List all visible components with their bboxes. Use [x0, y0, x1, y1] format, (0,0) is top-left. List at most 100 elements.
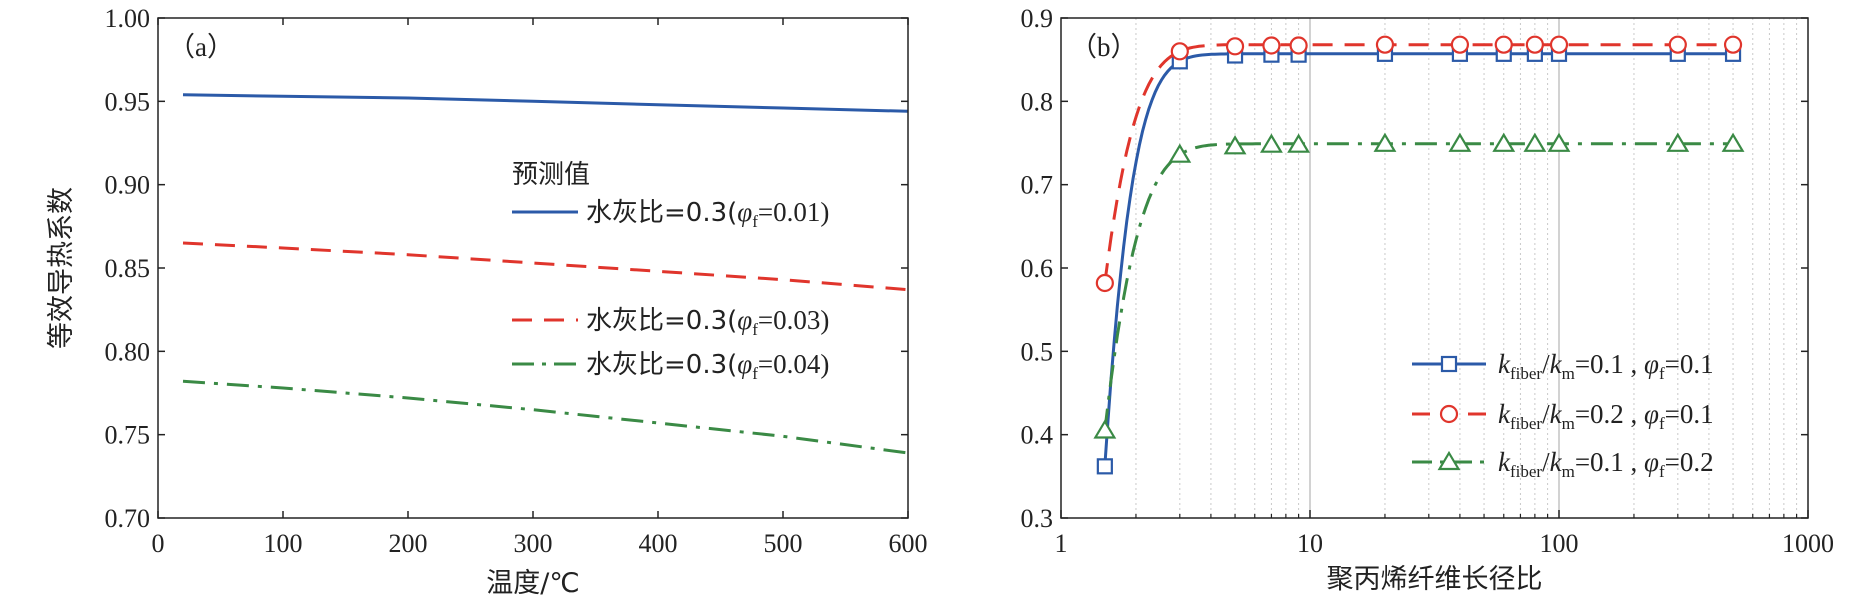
y-tick-label: 0.4: [1021, 421, 1054, 450]
legend-text: /: [1542, 447, 1550, 477]
data-point: [1549, 35, 1569, 54]
x-tick-label: 0: [152, 529, 165, 558]
legend-label-2: 水灰比=0.3(φf=0.03): [586, 305, 829, 339]
legend-marker-1: [1440, 355, 1458, 373]
legend-label-1: 水灰比=0.3(φf=0.01): [586, 197, 829, 231]
legend-phi: φ: [1644, 447, 1659, 477]
x-tick-label: 400: [639, 529, 678, 558]
legend-k: k: [1498, 349, 1511, 379]
legend-label-3: 水灰比=0.3(φf=0.04): [586, 349, 829, 383]
legend-k: k: [1498, 399, 1511, 429]
data-point: [1375, 35, 1395, 54]
y-tick-label: 0.9: [1021, 4, 1054, 33]
data-point: [1096, 458, 1113, 475]
legend-phi-sub: f: [752, 212, 758, 231]
legend-text: 水灰比=0.3(: [586, 198, 737, 228]
legend-k: k: [1550, 447, 1563, 477]
legend-text: 水灰比=0.3(: [586, 306, 737, 336]
legend-label-3: kfiber/km=0.1 , φf=0.2: [1498, 447, 1714, 481]
data-point: [1225, 37, 1245, 56]
legend-marker-3: [1437, 450, 1461, 471]
legend-phi-sub: f: [1659, 364, 1665, 383]
legend-phi: φ: [737, 305, 752, 335]
legend-phi: φ: [737, 349, 752, 379]
data-point: [1095, 273, 1114, 293]
series-line-1: [182, 93, 909, 113]
x-tick-label: 100: [1540, 529, 1579, 558]
data-point: [1170, 42, 1189, 61]
series-line-2: [1103, 43, 1733, 284]
data-point: [1168, 143, 1192, 163]
data-point: [1262, 36, 1281, 55]
series-line-3: [1103, 142, 1733, 431]
plot-frame: [1060, 17, 1809, 519]
legend-text: =0.03): [758, 305, 829, 335]
x-tick-label: 100: [264, 529, 303, 558]
legend-k: k: [1550, 349, 1563, 379]
legend-phi-sub: f: [752, 320, 758, 339]
y-tick-label: 0.6: [1021, 254, 1054, 283]
data-point: [1223, 135, 1247, 155]
legend-phi: φ: [737, 197, 752, 227]
y-tick-label: 0.3: [1021, 504, 1054, 533]
data-point: [1494, 35, 1513, 54]
data-point: [1448, 132, 1472, 152]
y-tick-label: 0.7: [1021, 171, 1054, 200]
x-tick-label: 300: [514, 529, 553, 558]
data-point: [1666, 132, 1690, 152]
legend-k-sub: fiber: [1510, 414, 1542, 433]
legend-text: 水灰比=0.3(: [586, 350, 737, 380]
y-tick-label: 0.8: [1021, 87, 1054, 116]
plot-frame: [157, 17, 909, 519]
x-tick-label: 1000: [1782, 529, 1834, 558]
legend-phi: φ: [1644, 399, 1659, 429]
x-axis-label: 聚丙烯纤维长径比: [1327, 564, 1543, 595]
data-point: [1259, 133, 1283, 153]
legend-text: =0.1 ,: [1575, 349, 1644, 379]
legend-text: =0.2 ,: [1575, 399, 1644, 429]
panel-label-a: （a）: [168, 32, 234, 62]
legend-k: k: [1550, 399, 1563, 429]
legend-k-sub: fiber: [1510, 462, 1542, 481]
data-point: [1547, 132, 1571, 152]
legend-label-1: kfiber/km=0.1 , φf=0.1: [1498, 349, 1714, 383]
legend-text: =0.04): [758, 349, 829, 379]
legend-marker-2: [1439, 404, 1459, 424]
data-point: [1525, 35, 1544, 54]
legend-k-sub: m: [1562, 462, 1575, 481]
data-point: [1450, 35, 1470, 54]
y-tick-label: 0.90: [105, 171, 151, 200]
series-line-1: [1103, 52, 1733, 467]
data-point: [1093, 419, 1117, 439]
legend-label-2: kfiber/km=0.2 , φf=0.1: [1498, 399, 1714, 433]
x-tick-label: 1: [1055, 529, 1068, 558]
legend-k-sub: m: [1562, 414, 1575, 433]
y-tick-label: 0.5: [1021, 337, 1054, 366]
legend-text: =0.01): [758, 197, 829, 227]
legend-phi-sub: f: [1659, 462, 1665, 481]
legend-phi: φ: [1644, 349, 1659, 379]
series-line-2: [182, 241, 909, 292]
x-tick-label: 200: [389, 529, 428, 558]
y-tick-label: 0.80: [105, 337, 151, 366]
legend-text: =0.1: [1665, 349, 1714, 379]
legend-text: /: [1542, 399, 1550, 429]
data-point: [1523, 132, 1547, 152]
x-axis-label: 温度/℃: [486, 568, 579, 597]
data-point: [1373, 132, 1397, 152]
legend-k-sub: fiber: [1510, 364, 1542, 383]
legend-text: /: [1542, 349, 1550, 379]
chart-a: 0 100 200 300 400 500 600 0.70 0.75 0.80 0.85 0.90 0…: [46, 4, 928, 597]
series-line-3: [182, 379, 909, 455]
y-axis-label: 等效导热系数: [46, 187, 77, 349]
panel-label-b: （b）: [1070, 32, 1138, 62]
data-point: [1721, 132, 1745, 152]
data-point: [1492, 132, 1516, 152]
y-tick-label: 0.95: [105, 87, 151, 116]
x-tick-label: 500: [764, 529, 803, 558]
data-point: [1723, 35, 1743, 54]
legend-text: =0.2: [1665, 447, 1714, 477]
data-point: [1287, 133, 1311, 153]
y-tick-label: 1.00: [105, 4, 151, 33]
data-point: [1668, 35, 1687, 54]
